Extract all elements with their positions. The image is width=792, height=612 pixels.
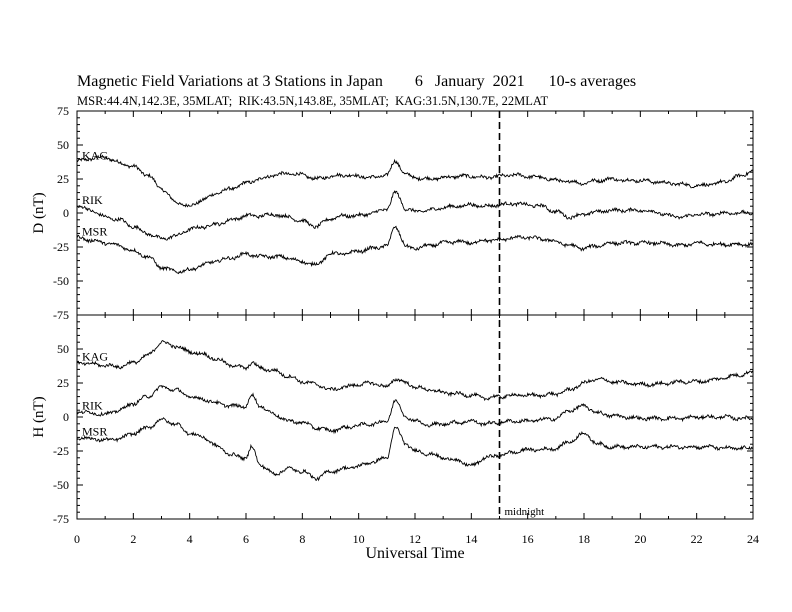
chart-title: Magnetic Field Variations at 3 Stations … (77, 73, 637, 90)
x-tick-label: 0 (74, 532, 80, 546)
series-label-msr: MSR (82, 424, 107, 438)
y-tick-label: 75 (57, 104, 69, 118)
series-line-msr (76, 417, 754, 482)
series-label-kag: KAG (82, 148, 108, 162)
y-tick-label: 50 (57, 138, 69, 152)
x-axis-label: Universal Time (365, 545, 464, 562)
y-tick-label: -25 (53, 240, 69, 254)
d-component-panel: 75 50 25 0 -25 -50 -75 D (nT) KAG RIK MSR (31, 104, 754, 322)
x-tick-label: 20 (634, 532, 646, 546)
x-tick-label: 16 (522, 532, 534, 546)
y-tick-label: 0 (63, 410, 69, 424)
x-tick-label: 12 (409, 532, 421, 546)
series-line-rik (76, 385, 754, 435)
x-tick-label: 4 (187, 532, 193, 546)
y-tick-label: 25 (57, 172, 69, 186)
x-tick-label: 14 (465, 532, 477, 546)
y-axis-label: D (nT) (31, 192, 47, 233)
y-tick-label: -25 (53, 444, 69, 458)
plot-frame (76, 110, 754, 316)
series-label-msr: MSR (82, 224, 107, 238)
y-tick-label: -75 (53, 308, 69, 322)
series-line-rik (76, 190, 754, 241)
x-tick-label: 6 (243, 532, 249, 546)
y-tick-label: 25 (57, 376, 69, 390)
series-label-rik: RIK (82, 399, 103, 413)
series-label-rik: RIK (82, 193, 103, 207)
y-tick-label: 0 (63, 206, 69, 220)
x-tick-label: 2 (130, 532, 136, 546)
x-tick-label: 24 (747, 532, 759, 546)
chart-subtitle: MSR:44.4N,142.3E, 35MLAT; RIK:43.5N,143.… (77, 94, 549, 108)
x-tick-label: 8 (299, 532, 305, 546)
series-line-kag (76, 154, 754, 208)
x-tick-label: 10 (353, 532, 365, 546)
y-tick-label: 50 (57, 342, 69, 356)
plot-frame (76, 314, 754, 520)
y-tick-label: -50 (53, 478, 69, 492)
x-tick-label: 18 (578, 532, 590, 546)
x-tick-label: 22 (691, 532, 703, 546)
series-line-msr (76, 225, 754, 275)
series-label-kag: KAG (82, 350, 108, 364)
y-tick-label: -75 (53, 512, 69, 526)
y-tick-label: -50 (53, 274, 69, 288)
midnight-label: midnight (505, 506, 545, 518)
y-axis-label: H (nT) (31, 396, 47, 437)
series-line-kag (76, 340, 754, 402)
plot-overlay: midnight (498, 111, 545, 519)
